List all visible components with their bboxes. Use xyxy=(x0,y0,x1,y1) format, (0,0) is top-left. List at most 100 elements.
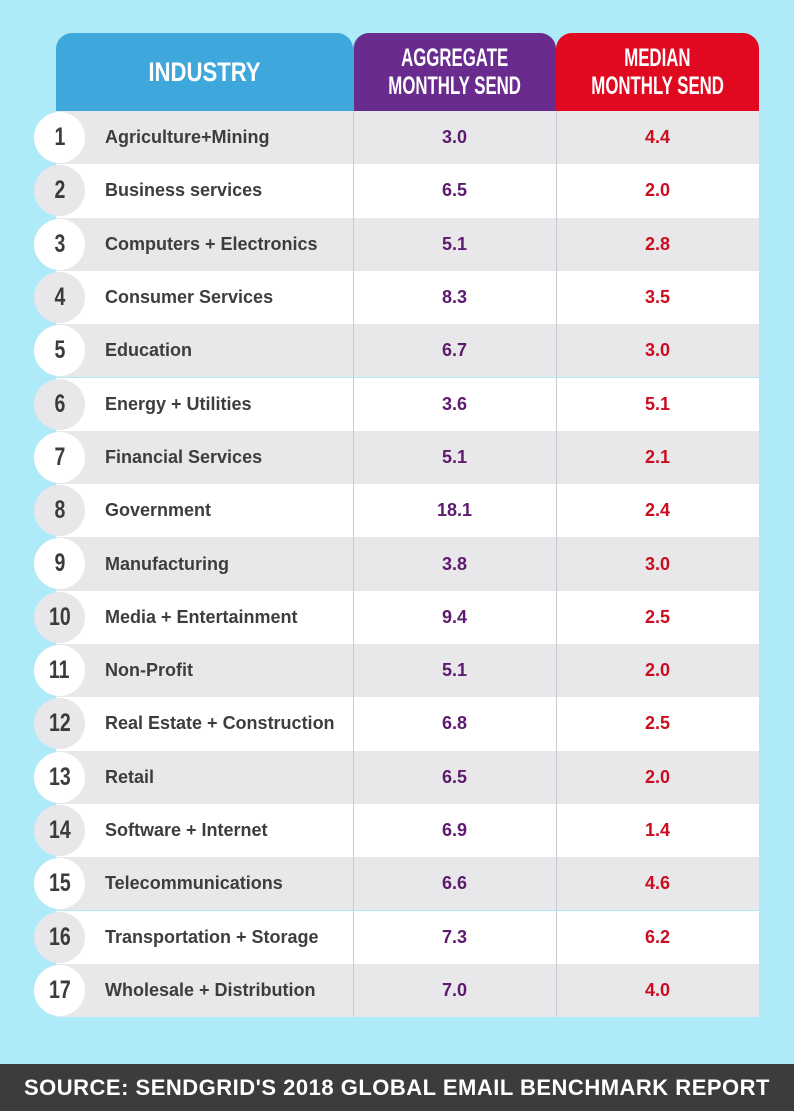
rank-number: 14 xyxy=(48,815,71,844)
row-band xyxy=(56,484,759,538)
column-divider xyxy=(556,590,557,644)
industry-cell: Telecommunications xyxy=(105,873,283,894)
aggregate-column-header: AGGREGATE MONTHLY SEND xyxy=(353,33,556,111)
median-value: 2.0 xyxy=(644,180,671,201)
industry-cell: Energy + Utilities xyxy=(105,393,252,414)
row-band xyxy=(56,164,759,218)
column-divider xyxy=(556,270,557,325)
industry-cell: Agriculture+Mining xyxy=(105,127,270,148)
column-divider xyxy=(353,644,354,698)
column-divider xyxy=(353,270,354,325)
table-row: 2 Business services 6.5 2.0 xyxy=(0,164,794,218)
table-row: 15 Telecommunications 6.6 4.6 xyxy=(0,857,794,911)
rank-number: 2 xyxy=(54,176,65,205)
table-row: 10 Media + Entertainment 9.4 2.5 xyxy=(0,590,794,644)
column-divider xyxy=(353,111,354,165)
rank-badge: 3 xyxy=(34,218,85,270)
industry-cell: Manufacturing xyxy=(105,553,229,574)
table-row: 7 Financial Services 5.1 2.1 xyxy=(0,430,794,485)
column-divider xyxy=(556,484,557,538)
aggregate-value: 6.6 xyxy=(441,873,468,894)
column-divider xyxy=(353,377,354,431)
industry-column-header: INDUSTRY xyxy=(56,33,353,111)
row-band xyxy=(56,697,759,751)
row-band xyxy=(56,910,759,964)
table-row: 8 Government 18.1 2.4 xyxy=(0,484,794,538)
column-divider xyxy=(353,324,354,378)
column-divider xyxy=(353,217,354,271)
aggregate-value: 7.3 xyxy=(441,926,468,947)
rank-badge: 15 xyxy=(34,858,85,910)
aggregate-value: 3.8 xyxy=(441,553,468,574)
industry-cell: Non-Profit xyxy=(105,660,193,681)
rank-number: 6 xyxy=(54,389,65,418)
rank-number: 10 xyxy=(48,602,71,631)
aggregate-value: 9.4 xyxy=(441,606,468,627)
aggregate-value: 18.1 xyxy=(436,500,473,521)
table-row: 11 Non-Profit 5.1 2.0 xyxy=(0,644,794,698)
column-divider xyxy=(353,537,354,591)
industry-cell: Retail xyxy=(105,766,155,787)
rank-number: 9 xyxy=(54,549,65,578)
table-row: 1 Agriculture+Mining 3.0 4.4 xyxy=(0,111,794,165)
median-value: 5.1 xyxy=(644,393,671,414)
rank-number: 13 xyxy=(48,762,71,791)
row-band xyxy=(56,644,759,698)
median-value: 3.0 xyxy=(644,553,671,574)
aggregate-value: 5.1 xyxy=(441,660,468,681)
rank-badge: 11 xyxy=(34,645,85,696)
industry-cell: Business services xyxy=(105,180,263,201)
median-value: 6.2 xyxy=(644,926,671,947)
rank-number: 17 xyxy=(48,975,71,1004)
table-row: 4 Consumer Services 8.3 3.5 xyxy=(0,270,794,325)
column-divider xyxy=(353,963,354,1018)
rank-number: 7 xyxy=(54,442,65,471)
aggregate-value: 5.1 xyxy=(441,446,468,467)
table-row: 5 Education 6.7 3.0 xyxy=(0,324,794,378)
table-row: 17 Wholesale + Distribution 7.0 4.0 xyxy=(0,963,794,1018)
column-divider xyxy=(353,590,354,644)
column-divider xyxy=(556,324,557,378)
rank-number: 5 xyxy=(54,336,65,365)
column-divider xyxy=(353,750,354,804)
row-band xyxy=(56,963,759,1018)
column-divider xyxy=(353,484,354,538)
industry-cell: Education xyxy=(105,340,193,361)
rank-badge: 16 xyxy=(34,911,85,963)
median-value: 2.8 xyxy=(644,233,671,254)
rank-badge: 2 xyxy=(34,165,85,217)
median-value: 3.5 xyxy=(644,287,671,308)
rank-badge: 6 xyxy=(34,378,85,430)
column-divider xyxy=(353,910,354,964)
aggregate-header-label: AGGREGATE MONTHLY SEND xyxy=(374,44,536,100)
row-band xyxy=(56,217,759,271)
rank-number: 4 xyxy=(54,282,65,311)
row-band xyxy=(56,270,759,325)
median-value: 2.1 xyxy=(644,446,671,467)
column-divider xyxy=(556,857,557,911)
median-column-header: MEDIAN MONTHLY SEND xyxy=(556,33,759,111)
median-value: 2.0 xyxy=(644,766,671,787)
median-value: 4.0 xyxy=(644,979,671,1000)
source-footer: SOURCE: SENDGRID'S 2018 GLOBAL EMAIL BEN… xyxy=(0,1064,794,1111)
rank-number: 15 xyxy=(48,869,71,898)
median-header-line1: MEDIAN xyxy=(624,44,691,72)
aggregate-value: 5.1 xyxy=(441,233,468,254)
rank-number: 8 xyxy=(54,496,65,525)
median-header-label: MEDIAN MONTHLY SEND xyxy=(577,44,739,100)
rank-badge: 12 xyxy=(34,698,85,750)
row-band xyxy=(56,590,759,644)
median-header-line2: MONTHLY SEND xyxy=(591,72,724,100)
column-divider xyxy=(556,697,557,751)
aggregate-value: 3.6 xyxy=(441,393,468,414)
column-divider xyxy=(556,644,557,698)
row-band xyxy=(56,857,759,911)
column-divider xyxy=(556,963,557,1018)
table-row: 9 Manufacturing 3.8 3.0 xyxy=(0,537,794,591)
aggregate-value: 7.0 xyxy=(441,979,468,1000)
industry-cell: Financial Services xyxy=(105,446,263,467)
table-row: 13 Retail 6.5 2.0 xyxy=(0,750,794,804)
aggregate-value: 6.5 xyxy=(441,180,468,201)
row-band xyxy=(56,537,759,591)
row-band xyxy=(56,377,759,431)
